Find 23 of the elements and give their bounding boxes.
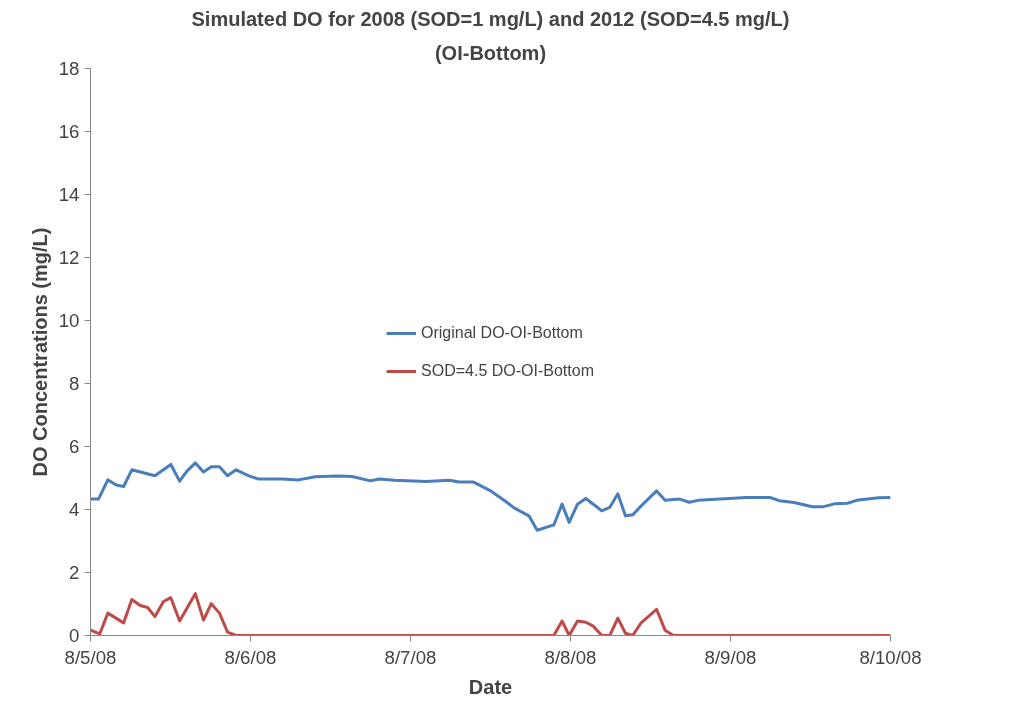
y-tick-label: 2 bbox=[69, 562, 80, 583]
x-axis-title: Date bbox=[468, 675, 513, 698]
y-tick-label: 0 bbox=[69, 625, 80, 646]
y-axis-title: DO Concentrations (mg/L) bbox=[28, 227, 51, 477]
y-tick-label: 16 bbox=[58, 121, 80, 142]
x-tick-label: 8/6/08 bbox=[224, 646, 277, 668]
y-tick-label: 6 bbox=[69, 436, 80, 457]
legend-label: SOD=4.5 DO-OI-Bottom bbox=[421, 361, 594, 380]
x-tick-label: 8/7/08 bbox=[384, 646, 437, 668]
chart-subtitle: (OI-Bottom) bbox=[434, 41, 547, 64]
x-tick-label: 8/10/08 bbox=[859, 646, 922, 668]
line-series bbox=[90, 461, 891, 532]
y-tick-label: 10 bbox=[58, 310, 80, 331]
y-tick-label: 18 bbox=[58, 58, 80, 79]
y-tick-label: 4 bbox=[69, 499, 80, 520]
legend-label: Original DO-OI-Bottom bbox=[421, 323, 583, 342]
x-tick-label: 8/5/08 bbox=[64, 646, 117, 668]
x-tick-label: 8/9/08 bbox=[704, 646, 757, 668]
y-tick-label: 14 bbox=[58, 184, 80, 205]
x-tick-label: 8/8/08 bbox=[544, 646, 597, 668]
chart-title: Simulated DO for 2008 (SOD=1 mg/L) and 2012 (SOD=4.5 mg/L) bbox=[191, 7, 790, 30]
y-tick-label: 8 bbox=[69, 373, 80, 394]
y-tick-label: 12 bbox=[58, 247, 80, 268]
